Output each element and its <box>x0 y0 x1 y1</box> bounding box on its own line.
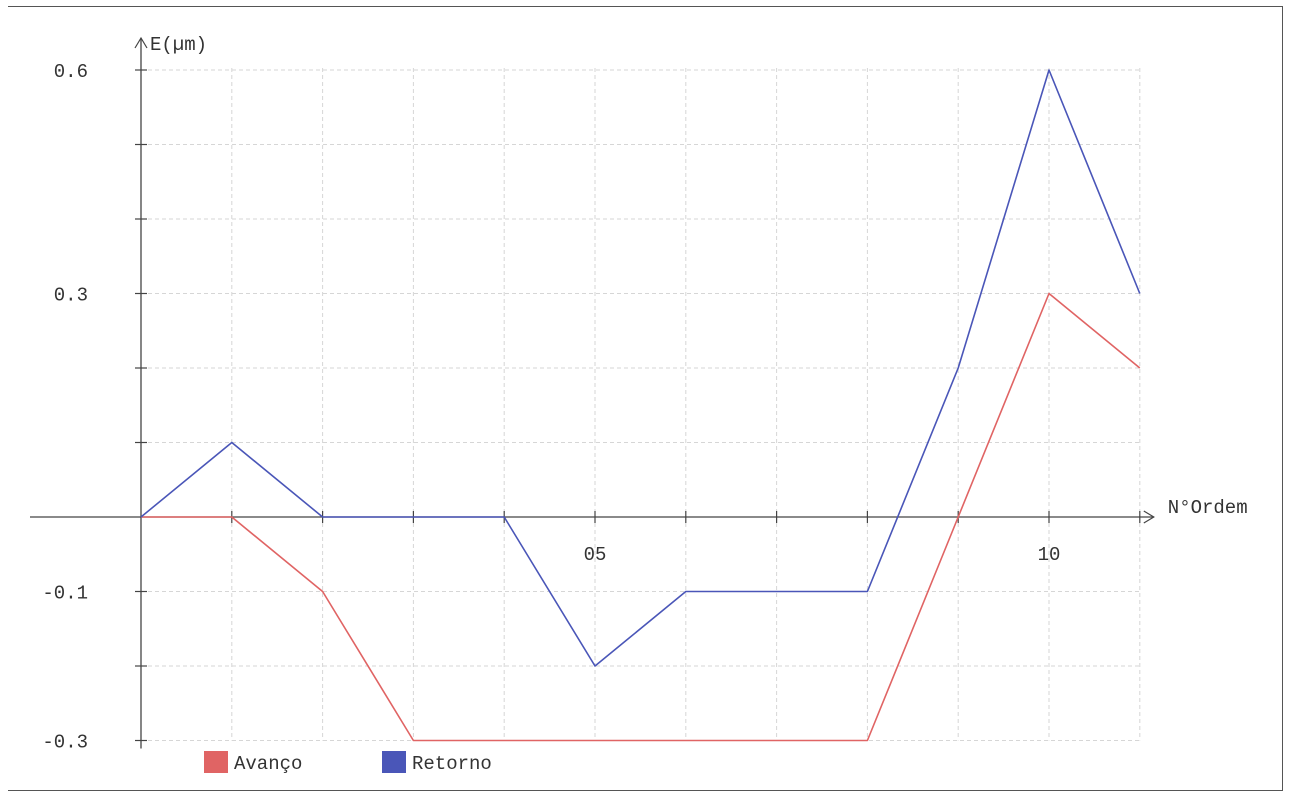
grid <box>141 68 1141 741</box>
y-tick-label: 0.3 <box>54 285 88 307</box>
y-tick-label: -0.1 <box>42 583 88 605</box>
legend: Avanço Retorno <box>204 751 492 775</box>
y-tick-label: 0.6 <box>54 61 88 83</box>
x-tick-label: 10 <box>1038 544 1061 566</box>
legend-label: Retorno <box>412 753 492 775</box>
legend-swatch <box>382 751 406 773</box>
x-tick-label: 05 <box>584 544 607 566</box>
y-axis-arrow <box>134 36 148 49</box>
y-axis-title: E(µm) <box>150 34 207 56</box>
series-line-retorno <box>140 69 1141 667</box>
ticks <box>135 69 1141 742</box>
x-axis-title: N°Ordem <box>1168 497 1248 519</box>
series <box>140 69 1141 742</box>
y-tick-label: -0.3 <box>42 732 88 754</box>
legend-label: Avanço <box>234 753 302 775</box>
x-axis-arrow <box>1143 510 1155 524</box>
chart-frame <box>8 6 1283 791</box>
series-line-avanco <box>141 292 1141 742</box>
legend-swatch <box>204 751 228 773</box>
tick-labels: 05 10 0.6 0.3 -0.1 -0.3 <box>42 61 1060 754</box>
